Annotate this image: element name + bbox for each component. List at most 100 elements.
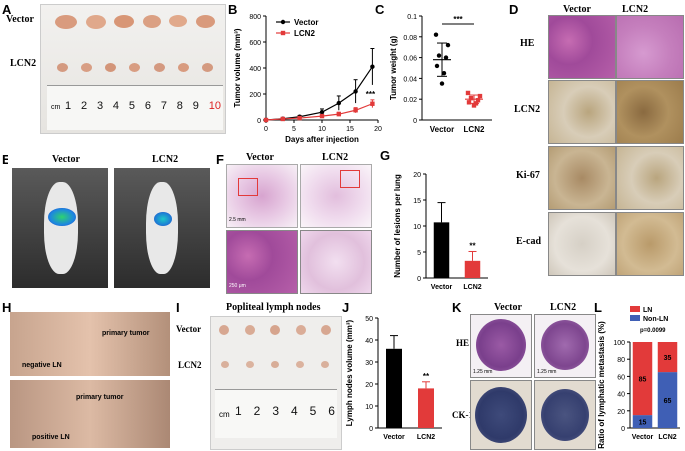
legend-label: Vector bbox=[294, 18, 318, 27]
data-point bbox=[319, 113, 325, 119]
y-tick-label: 60 bbox=[617, 374, 625, 381]
panel-label-d: D bbox=[509, 2, 519, 17]
legend-label: LN bbox=[643, 307, 652, 314]
ln-row-vector bbox=[219, 325, 331, 337]
d-row-label-ecad: E-cad bbox=[516, 236, 541, 247]
x-tick-label: 10 bbox=[318, 126, 326, 133]
y-tick-label: 0 bbox=[257, 118, 261, 125]
y-tick-label: 0 bbox=[369, 426, 373, 433]
d-row-label-he: HE bbox=[520, 38, 535, 49]
data-point bbox=[263, 117, 269, 123]
x-tick-label: 15 bbox=[346, 126, 354, 133]
k-col-label-lcn2: LCN2 bbox=[550, 302, 577, 313]
x-tick-label: Vector bbox=[430, 125, 454, 134]
luminescence-spot bbox=[154, 212, 172, 226]
y-tick-label: 100 bbox=[613, 340, 625, 347]
data-point bbox=[471, 103, 477, 108]
y-tick-label: 30 bbox=[365, 360, 373, 367]
bioluminescence-images: Vector LCN2 bbox=[8, 152, 214, 290]
y-tick-label: 0.08 bbox=[403, 35, 417, 42]
ruler-tick-label: 8 bbox=[176, 100, 183, 112]
x-tick-label: LCN2 bbox=[464, 125, 485, 134]
data-point bbox=[297, 115, 302, 121]
x-tick-label: LCN2 bbox=[463, 284, 481, 291]
x-tick-label: Vector bbox=[632, 434, 654, 441]
legend-swatch bbox=[630, 315, 640, 321]
d-row-label-lcn2: LCN2 bbox=[514, 104, 541, 115]
y-axis-label: Ratio of lymphatic metastasis (%) bbox=[597, 321, 606, 449]
e-col-label-vector: Vector bbox=[52, 154, 80, 165]
ruler-tick-label: 6 bbox=[144, 100, 151, 112]
y-tick-label: 20 bbox=[617, 409, 625, 416]
y-tick-label: 0 bbox=[413, 118, 417, 125]
h-limb-photo-top: primary tumor negative LN bbox=[10, 312, 170, 376]
h-annotation-primary-tumor-1: primary tumor bbox=[102, 330, 150, 337]
y-axis-label: Number of lesions per lung bbox=[393, 174, 402, 278]
stacked-bar-segment bbox=[632, 342, 653, 416]
ruler-tick-label: 2 bbox=[253, 404, 261, 418]
y-tick-label: 10 bbox=[365, 404, 373, 411]
panel-label-e: E bbox=[2, 152, 11, 167]
data-point bbox=[353, 108, 358, 113]
i-row-label-lcn2: LCN2 bbox=[178, 360, 202, 370]
a-row-label-vector: Vector bbox=[6, 14, 34, 25]
d-lcn2-vector bbox=[548, 80, 616, 144]
chart-c: 0 0.02 0.04 0.06 0.08 0.1 Tumor weight (g) Vect… bbox=[389, 14, 492, 134]
k-ck18-lcn2 bbox=[534, 380, 596, 450]
f-lung-vector-high: 250 μm bbox=[226, 230, 298, 294]
data-point bbox=[433, 32, 439, 37]
ruler-tick-label: 5 bbox=[128, 100, 135, 112]
data-label: 35 bbox=[664, 355, 672, 362]
legend-swatch bbox=[630, 306, 640, 312]
ruler-tick-label: 5 bbox=[309, 404, 317, 418]
d-he-lcn2 bbox=[616, 15, 684, 79]
data-point bbox=[465, 90, 471, 96]
y-tick-label: 10 bbox=[413, 224, 421, 231]
data-point bbox=[370, 101, 375, 106]
significance-marker: ** bbox=[423, 372, 430, 381]
x-tick-label: Vector bbox=[383, 434, 405, 441]
e-col-label-lcn2: LCN2 bbox=[152, 154, 179, 165]
y-tick-label: 800 bbox=[249, 14, 261, 21]
tumor-row-lcn2 bbox=[57, 63, 213, 75]
data-point bbox=[370, 64, 375, 69]
tumor-photo: cm 1 2 3 4 5 6 7 8 9 10 bbox=[40, 4, 226, 134]
data-label: 15 bbox=[639, 420, 647, 427]
data-point bbox=[477, 93, 483, 99]
h-limb-photo-bottom: primary tumor positive LN bbox=[10, 380, 170, 448]
f-zoom-box-lcn2 bbox=[340, 170, 360, 188]
significance-marker: ** bbox=[469, 241, 476, 250]
y-tick-label: 0.06 bbox=[403, 56, 417, 63]
ruler-tick-label: 4 bbox=[112, 100, 120, 112]
x-tick-label: 20 bbox=[374, 126, 382, 133]
bar bbox=[464, 260, 481, 278]
y-tick-label: 20 bbox=[413, 172, 421, 179]
data-point bbox=[336, 111, 341, 117]
data-point bbox=[319, 110, 325, 115]
ruler-unit: cm bbox=[219, 410, 230, 419]
data-label: 85 bbox=[639, 377, 647, 384]
e-mouse-vector bbox=[12, 168, 108, 288]
tumor-row-vector bbox=[55, 15, 215, 31]
d-col-label-vector: Vector bbox=[563, 4, 591, 15]
h-annotation-negative-ln: negative LN bbox=[22, 362, 62, 369]
data-point bbox=[475, 98, 481, 103]
chart-g: 0 5 10 15 20 Number of lesions per lung Vector… bbox=[393, 172, 488, 291]
d-he-vector bbox=[548, 15, 616, 79]
f-lung-lcn2-low bbox=[300, 164, 372, 228]
y-axis-label: Tumor weight (g) bbox=[389, 36, 398, 101]
y-axis-label: Tumor volume (mm³) bbox=[233, 28, 242, 107]
x-tick-label: Vector bbox=[431, 284, 453, 291]
y-tick-label: 40 bbox=[365, 338, 373, 345]
d-ki67-lcn2 bbox=[616, 146, 684, 210]
e-mouse-lcn2 bbox=[114, 168, 210, 288]
panel-label-l: L bbox=[594, 300, 602, 315]
panel-label-i: I bbox=[176, 300, 180, 315]
significance-marker: *** bbox=[366, 90, 376, 99]
y-tick-label: 5 bbox=[417, 250, 421, 257]
panel-label-c: C bbox=[375, 2, 385, 17]
legend-label: Non-LN bbox=[643, 316, 668, 323]
panel-label-k: K bbox=[452, 300, 462, 315]
panel-label-j: J bbox=[342, 300, 350, 315]
